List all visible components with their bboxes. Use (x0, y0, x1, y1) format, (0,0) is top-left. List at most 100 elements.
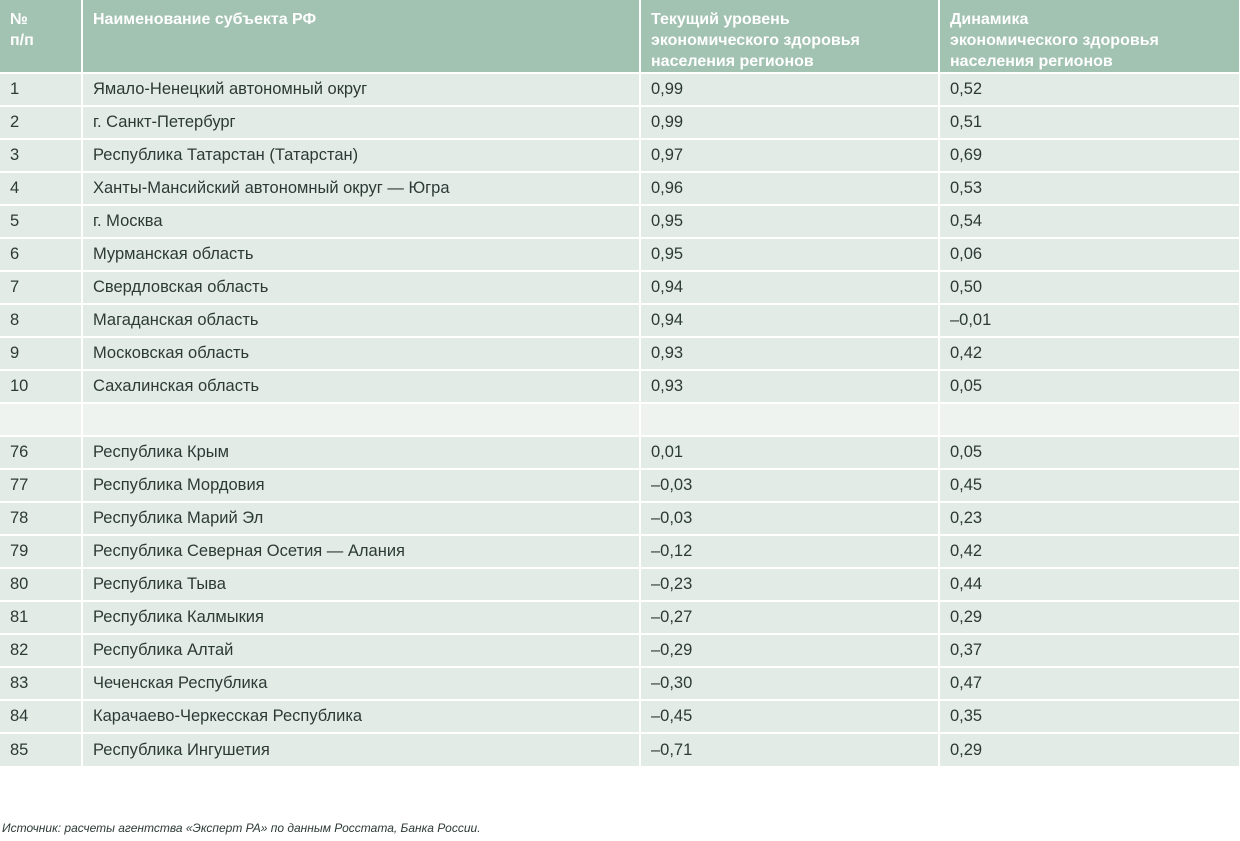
table-row: 85 Республика Ингушетия –0,71 0,29 (0, 732, 1239, 766)
cell-region-name: Сахалинская область (82, 369, 641, 403)
table-row (0, 402, 1239, 436)
cell-dynamics: 0,50 (939, 270, 1239, 304)
cell-dynamics: 0,37 (939, 633, 1239, 667)
cell-number: 10 (0, 369, 83, 403)
cell-dynamics: 0,44 (939, 567, 1239, 601)
header-current-level: Текущий уровень экономического здоровья … (640, 0, 940, 73)
cell-dynamics: 0,51 (939, 105, 1239, 139)
table-row: 3 Республика Татарстан (Татарстан) 0,97 0,6… (0, 138, 1239, 172)
cell-number: 77 (0, 468, 83, 502)
table-row: 7 Свердловская область 0,94 0,50 (0, 270, 1239, 304)
cell-current-level: –0,30 (640, 666, 940, 700)
cell-current-level: 0,95 (640, 204, 940, 238)
cell-region-name: Республика Тыва (82, 567, 641, 601)
cell-number: 5 (0, 204, 83, 238)
cell-dynamics: 0,29 (939, 600, 1239, 634)
cell-number: 82 (0, 633, 83, 667)
cell-current-level: 0,99 (640, 72, 940, 106)
cell-current-level: 0,94 (640, 303, 940, 337)
table-header: № п/п Наименование субъекта РФ Текущий уро… (0, 0, 1239, 73)
cell-region-name: Карачаево-Черкесская Республика (82, 699, 641, 733)
cell-region-name: г. Санкт-Петербург (82, 105, 641, 139)
cell-number: 3 (0, 138, 83, 172)
table-row: 81 Республика Калмыкия –0,27 0,29 (0, 600, 1239, 634)
cell-number: 7 (0, 270, 83, 304)
cell-current-level: 0,95 (640, 237, 940, 271)
cell-dynamics: 0,42 (939, 336, 1239, 370)
table-row: 6 Мурманская область 0,95 0,06 (0, 237, 1239, 271)
table-row: 2 г. Санкт-Петербург 0,99 0,51 (0, 105, 1239, 139)
cell-current-level: 0,96 (640, 171, 940, 205)
cell-number: 83 (0, 666, 83, 700)
cell-number (0, 402, 83, 436)
cell-current-level: –0,29 (640, 633, 940, 667)
cell-current-level: –0,23 (640, 567, 940, 601)
cell-region-name: Республика Северная Осетия — Алания (82, 534, 641, 568)
cell-current-level: –0,27 (640, 600, 940, 634)
cell-dynamics: 0,54 (939, 204, 1239, 238)
cell-number: 78 (0, 501, 83, 535)
cell-number: 80 (0, 567, 83, 601)
table-row: 77 Республика Мордовия –0,03 0,45 (0, 468, 1239, 502)
table-row: 8 Магаданская область 0,94 –0,01 (0, 303, 1239, 337)
cell-number: 6 (0, 237, 83, 271)
cell-region-name: Республика Мордовия (82, 468, 641, 502)
table-row: 76 Республика Крым 0,01 0,05 (0, 435, 1239, 469)
table-row: 78 Республика Марий Эл –0,03 0,23 (0, 501, 1239, 535)
cell-dynamics: 0,69 (939, 138, 1239, 172)
cell-number: 81 (0, 600, 83, 634)
cell-number: 85 (0, 732, 83, 766)
cell-region-name: Московская область (82, 336, 641, 370)
cell-current-level: –0,12 (640, 534, 940, 568)
cell-dynamics: 0,23 (939, 501, 1239, 535)
cell-dynamics (939, 402, 1239, 436)
cell-current-level: 0,93 (640, 369, 940, 403)
cell-region-name: Магаданская область (82, 303, 641, 337)
cell-dynamics: 0,06 (939, 237, 1239, 271)
table-row: 4 Ханты-Мансийский автономный округ — Югр… (0, 171, 1239, 205)
table-row: 10 Сахалинская область 0,93 0,05 (0, 369, 1239, 403)
cell-number: 76 (0, 435, 83, 469)
table-row: 5 г. Москва 0,95 0,54 (0, 204, 1239, 238)
cell-region-name (82, 402, 641, 436)
cell-dynamics: 0,53 (939, 171, 1239, 205)
cell-current-level: 0,97 (640, 138, 940, 172)
cell-current-level: 0,99 (640, 105, 940, 139)
cell-number: 2 (0, 105, 83, 139)
header-dynamics: Динамика экономического здоровья населен… (939, 0, 1239, 73)
cell-number: 4 (0, 171, 83, 205)
cell-number: 8 (0, 303, 83, 337)
cell-current-level: 0,94 (640, 270, 940, 304)
table-row: 82 Республика Алтай –0,29 0,37 (0, 633, 1239, 667)
cell-number: 84 (0, 699, 83, 733)
table-row: 84 Карачаево-Черкесская Республика –0,45 0,… (0, 699, 1239, 733)
cell-dynamics: 0,47 (939, 666, 1239, 700)
table-row: 80 Республика Тыва –0,23 0,44 (0, 567, 1239, 601)
cell-dynamics: 0,29 (939, 732, 1239, 766)
table-row: 83 Чеченская Республика –0,30 0,47 (0, 666, 1239, 700)
cell-region-name: Республика Крым (82, 435, 641, 469)
cell-region-name: Ямало-Ненецкий автономный округ (82, 72, 641, 106)
cell-current-level: –0,03 (640, 468, 940, 502)
header-number: № п/п (0, 0, 83, 73)
cell-number: 9 (0, 336, 83, 370)
cell-dynamics: 0,45 (939, 468, 1239, 502)
table-row: 79 Республика Северная Осетия — Алания –0,… (0, 534, 1239, 568)
cell-dynamics: 0,52 (939, 72, 1239, 106)
cell-dynamics: –0,01 (939, 303, 1239, 337)
cell-current-level: –0,03 (640, 501, 940, 535)
cell-current-level: 0,93 (640, 336, 940, 370)
cell-dynamics: 0,35 (939, 699, 1239, 733)
cell-number: 79 (0, 534, 83, 568)
header-row: № п/п Наименование субъекта РФ Текущий уро… (0, 0, 1239, 73)
table-row: 1 Ямало-Ненецкий автономный округ 0,99 0,52 (0, 72, 1239, 106)
cell-region-name: Республика Ингушетия (82, 732, 641, 766)
header-region-name: Наименование субъекта РФ (82, 0, 641, 73)
cell-region-name: Свердловская область (82, 270, 641, 304)
cell-current-level (640, 402, 940, 436)
cell-region-name: г. Москва (82, 204, 641, 238)
cell-dynamics: 0,05 (939, 369, 1239, 403)
cell-region-name: Республика Калмыкия (82, 600, 641, 634)
cell-number: 1 (0, 72, 83, 106)
